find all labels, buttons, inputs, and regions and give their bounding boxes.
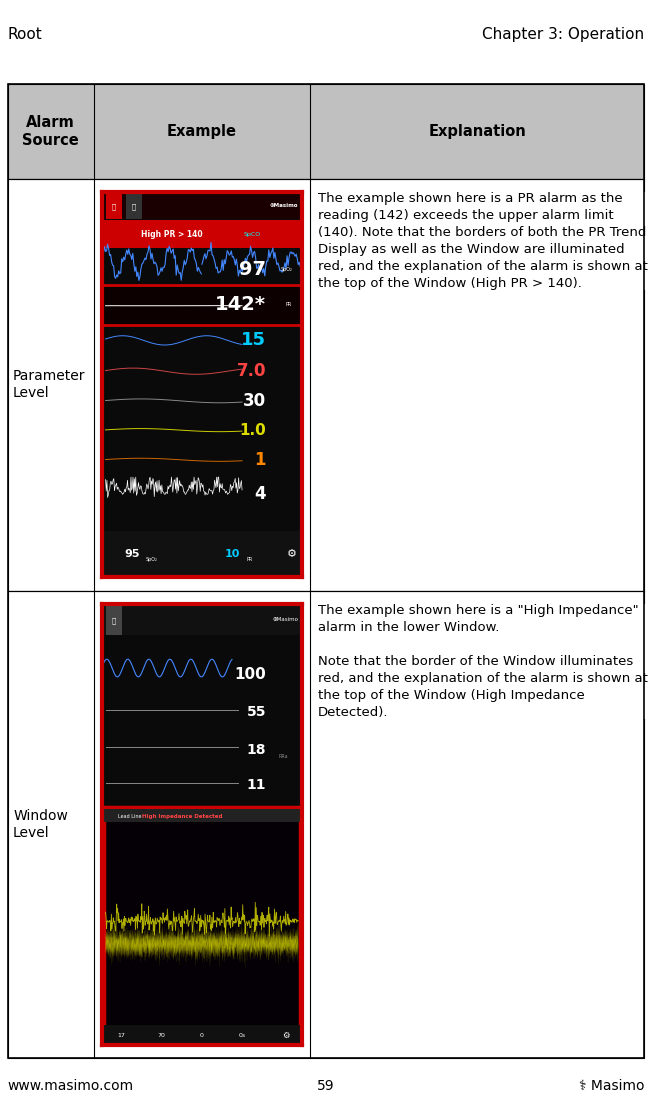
Text: 🔊: 🔊 [111,617,115,624]
Bar [8,84,644,179]
Bar [106,194,122,220]
Bar [104,809,301,822]
Text: Root: Root [8,27,42,41]
Text: 🔊: 🔊 [132,203,136,209]
Text: www.masimo.com: www.masimo.com [8,1080,134,1093]
Text: RRa: RRa [278,754,288,758]
Text: High Impedance Detected: High Impedance Detected [141,813,222,819]
Bar [102,1025,303,1045]
Text: ⚙: ⚙ [288,549,297,559]
Text: Parameter
Level: Parameter Level [13,368,85,400]
Text: 7.0: 7.0 [237,362,266,380]
Text: 1.0: 1.0 [239,422,266,438]
Text: 0: 0 [200,1033,204,1038]
Bar [8,179,644,590]
Bar [106,606,122,635]
Text: The example shown here is a "High Impedance" alarm in the lower Window.

Note th: The example shown here is a "High Impeda… [318,604,648,719]
Text: 30: 30 [243,392,266,410]
Text: SpO₂: SpO₂ [145,558,158,562]
Text: Alarm
Source: Alarm Source [22,114,79,148]
Text: 95: 95 [124,549,140,559]
Text: 17: 17 [118,1033,126,1038]
Text: ⊕Masimo: ⊕Masimo [273,617,298,622]
Text: 11: 11 [246,778,266,792]
Bar [102,604,303,635]
Text: PR: PR [286,302,292,308]
Text: 1: 1 [255,450,266,469]
Text: 🔔: 🔔 [111,203,115,209]
Text: Explanation: Explanation [428,124,526,139]
Text: 142*: 142* [215,296,266,315]
Text: SpO₂: SpO₂ [280,267,292,272]
Text: High PR > 140: High PR > 140 [141,230,203,239]
Text: 10: 10 [224,549,240,559]
Bar [102,221,303,248]
Text: 97: 97 [239,260,266,279]
Bar [102,193,303,220]
Bar [8,590,644,1058]
Text: Window
Level: Window Level [13,809,68,840]
Bar [102,531,303,577]
Text: 15: 15 [241,332,266,349]
Text: PR: PR [246,558,252,562]
Text: 55: 55 [246,706,266,719]
Bar [8,84,644,1058]
Text: 100: 100 [234,668,266,682]
Text: Lead Line: Lead Line [117,813,141,819]
Text: ⊕Masimo: ⊕Masimo [270,203,298,208]
Bar [126,194,141,220]
Text: 59: 59 [317,1080,335,1093]
Text: ⚙: ⚙ [282,1030,290,1039]
Text: 4: 4 [254,485,266,504]
Text: Chapter 3: Operation: Chapter 3: Operation [482,27,644,41]
Bar [104,806,301,1027]
Text: SpCO: SpCO [243,232,261,236]
Text: 18: 18 [246,743,266,757]
Bar [102,284,303,325]
Text: 0s: 0s [239,1033,246,1038]
Text: Example: Example [167,124,237,139]
Text: The example shown here is a PR alarm as the reading (142) exceeds the upper alar: The example shown here is a PR alarm as … [318,193,648,290]
Text: ⚕ Masimo: ⚕ Masimo [579,1080,644,1093]
Text: 70: 70 [158,1033,166,1038]
